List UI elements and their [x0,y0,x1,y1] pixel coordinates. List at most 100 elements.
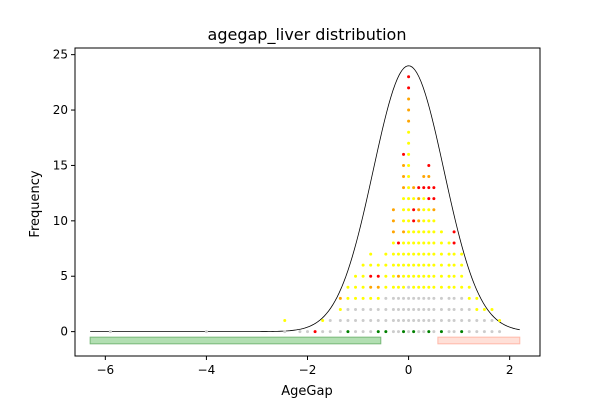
data-point [407,97,411,101]
data-point [412,230,416,234]
data-point [298,330,302,334]
data-point [407,219,411,223]
data-point [376,296,380,300]
negative-range-band [89,336,382,345]
data-point [460,252,464,256]
data-point [407,75,411,79]
data-point [407,197,411,201]
data-point [108,330,112,334]
y-axis-label: Frequency [28,170,43,237]
data-point [427,197,431,201]
data-point [427,175,431,179]
data-point [447,252,451,256]
data-point [391,330,395,334]
data-point [391,296,395,300]
data-point [376,319,380,323]
data-point [427,263,431,267]
data-point [391,307,395,311]
data-point [467,285,471,289]
data-point [422,296,426,300]
data-point [402,186,406,190]
data-point [412,296,416,300]
data-point [422,252,426,256]
y-tick-label: 10 [53,214,68,228]
data-point [384,274,388,278]
y-axis-ticks: 0 5 10 15 20 25 [53,48,75,339]
data-point [452,241,456,245]
x-axis-ticks: −6 −4 −2 0 2 [96,356,513,377]
data-point [427,307,431,311]
data-point [369,252,373,256]
data-point [407,274,411,278]
data-point [432,330,436,334]
data-point [321,330,325,334]
data-point [412,263,416,267]
data-point [422,263,426,267]
data-point [482,319,486,323]
data-point [452,307,456,311]
data-point [439,230,443,234]
data-point [417,197,421,201]
data-point [402,263,406,267]
data-point [482,307,486,311]
data-point [321,319,325,323]
data-point [498,330,502,334]
data-point [306,330,309,334]
data-point [407,141,411,145]
data-point [427,330,431,334]
data-point [407,130,411,134]
data-point [427,163,431,167]
data-point [376,330,380,334]
data-point [412,208,416,212]
positive-range-band [437,336,521,345]
data-point [422,285,426,289]
data-point [402,241,406,245]
data-point [439,274,443,278]
data-point [417,241,421,245]
data-point [452,230,456,234]
data-point [391,230,395,234]
data-point [447,296,451,300]
data-point [452,274,456,278]
data-point [475,296,479,300]
data-point [422,319,426,323]
data-point [447,263,451,267]
data-point [467,296,471,300]
data-point [396,285,400,289]
data-point [467,307,471,311]
data-point [432,230,436,234]
data-point [452,263,456,267]
data-point [402,307,406,311]
data-point [391,274,395,278]
data-point [407,252,411,256]
data-point [452,330,456,334]
data-point [396,319,400,323]
data-point [439,319,443,323]
data-point [369,307,373,311]
data-point [432,307,436,311]
data-point [361,285,365,289]
data-point [460,285,464,289]
data-point [412,252,416,256]
chart-title: agegap_liver distribution [208,25,407,45]
data-point [432,208,436,212]
data-point [376,263,380,267]
data-point [407,108,411,112]
data-point [396,296,400,300]
data-point [407,230,411,234]
data-point [417,230,421,234]
data-point [422,197,426,201]
data-point [396,274,400,278]
data-point [439,241,443,245]
data-point [407,86,411,90]
data-point [384,252,388,256]
data-point [447,307,451,311]
data-point [422,330,426,334]
data-point [417,263,421,267]
data-point [354,307,358,311]
data-point [460,263,464,267]
data-point [376,285,380,289]
data-point [447,319,451,323]
data-point [313,330,317,334]
